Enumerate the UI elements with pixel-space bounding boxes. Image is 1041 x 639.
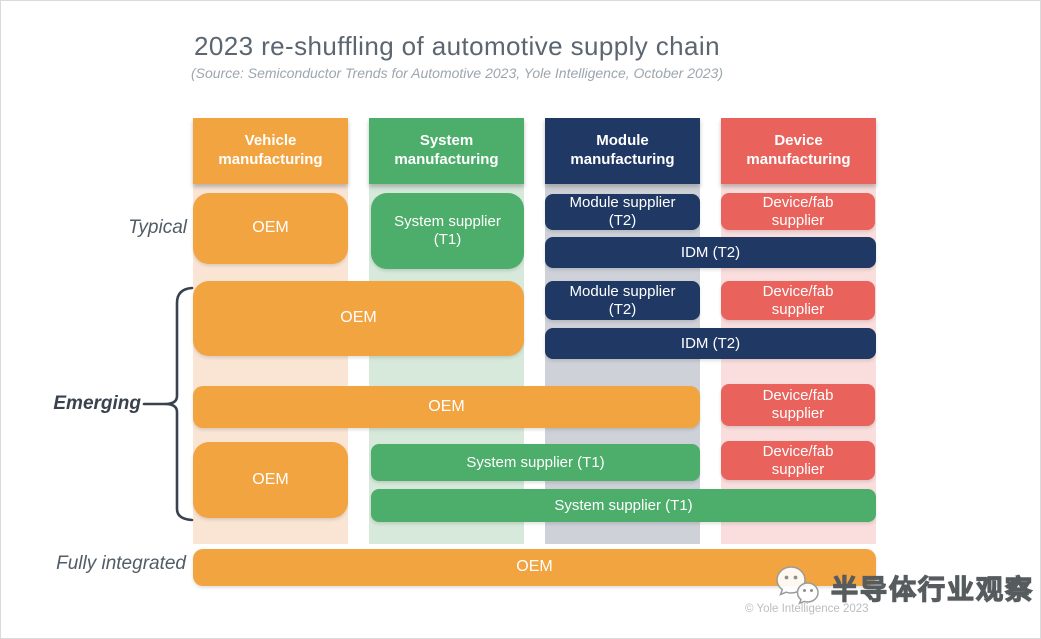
block-emerging-oem-vehicle: OEM [193,442,348,518]
block-typical-module-supplier: Module supplier (T2) [545,194,700,230]
row-label-typical: Typical [128,217,187,238]
block-typical-device-fab-supplier: Device/fab supplier [721,193,875,230]
block-emerging-module-supplier: Module supplier (T2) [545,281,700,320]
block-emerging-device-fab-supplier-2: Device/fab supplier [721,384,875,426]
column-header-system: System manufacturing [369,118,524,184]
column-header-device: Device manufacturing [721,118,876,184]
wechat-account-name: 半导体行业观察 [830,574,1034,605]
row-label-fully-integrated: Fully integrated [56,553,186,574]
copyright-text: © Yole Intelligence 2023 [745,603,869,615]
page-title: 2023 re-shuffling of automotive supply c… [194,31,720,61]
block-emerging-system-supplier-1: System supplier (T1) [371,444,700,481]
block-emerging-idm: IDM (T2) [545,328,876,359]
block-emerging-system-supplier-2: System supplier (T1) [371,489,876,522]
block-emerging-oem-vehicle-system: OEM [193,281,524,356]
block-fully-integrated-oem: OEM [193,549,876,586]
page-subtitle: (Source: Semiconductor Trends for Automo… [190,65,724,81]
block-typical-system-supplier: System supplier (T1) [371,193,524,269]
block-emerging-oem-vehicle-module: OEM [193,386,700,428]
block-emerging-device-fab-supplier-3: Device/fab supplier [721,441,875,480]
watermark: 半导体行业观察 [773,564,1034,610]
column-header-vehicle: Vehicle manufacturing [193,118,348,184]
wechat-icon [776,566,819,605]
block-emerging-device-fab-supplier-1: Device/fab supplier [721,281,875,320]
emerging-bracket-icon [142,286,194,522]
block-typical-oem: OEM [193,193,348,264]
row-label-emerging: Emerging [53,393,141,414]
column-header-module: Module manufacturing [545,118,700,184]
block-typical-idm: IDM (T2) [545,237,876,268]
